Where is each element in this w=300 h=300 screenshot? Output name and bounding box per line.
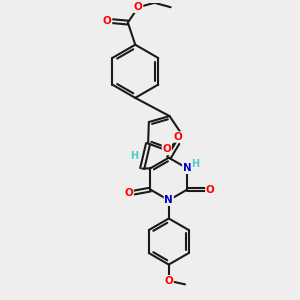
Text: O: O bbox=[206, 184, 214, 195]
Text: O: O bbox=[124, 188, 133, 197]
Text: O: O bbox=[103, 16, 112, 26]
Text: H: H bbox=[191, 159, 200, 169]
Text: H: H bbox=[130, 151, 138, 161]
Text: O: O bbox=[134, 2, 142, 12]
Text: N: N bbox=[164, 195, 173, 205]
Text: N: N bbox=[183, 163, 192, 173]
Text: O: O bbox=[174, 132, 183, 142]
Text: O: O bbox=[163, 144, 171, 154]
Text: O: O bbox=[164, 276, 173, 286]
